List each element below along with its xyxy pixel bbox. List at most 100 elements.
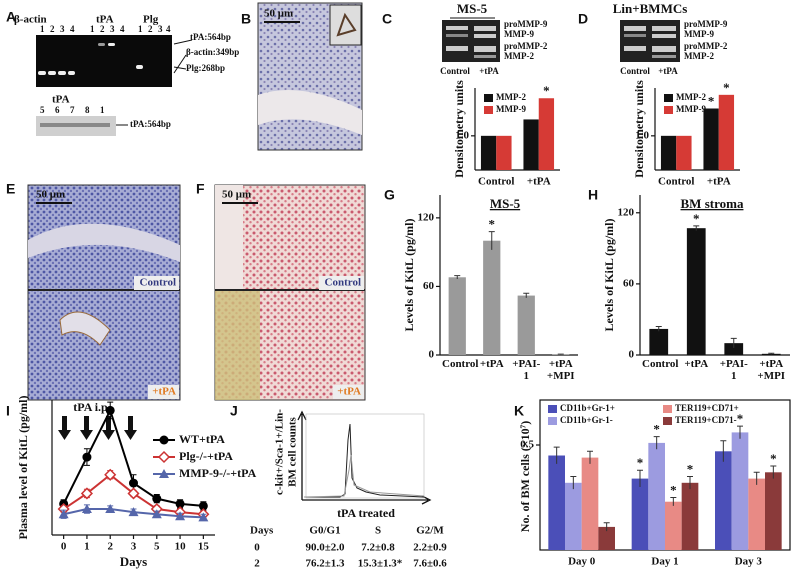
band-label: tPA:564bp — [130, 119, 171, 129]
gel-title: Lin+BMMCs — [613, 1, 688, 16]
error-bar — [655, 326, 662, 332]
bar — [665, 501, 682, 550]
label-box — [333, 385, 364, 399]
legend-swatch — [548, 405, 557, 413]
x-tick-label: Control — [642, 358, 679, 370]
y-axis-label: No. of BM cells (×10⁷) — [518, 421, 532, 532]
panel-label: J — [230, 403, 238, 419]
x-tick-label: 3 — [131, 541, 137, 553]
marker — [127, 487, 140, 500]
legend-label: WT+tPA — [179, 432, 225, 446]
y-axis-label: Plasma level of KitL (pg/ml) — [16, 396, 30, 540]
gel-label: MMP-2 — [684, 51, 714, 61]
bar — [598, 526, 615, 550]
marker — [157, 450, 171, 464]
marker — [105, 405, 115, 415]
lane: 2 — [148, 24, 153, 34]
gel-label: proMMP-2 — [684, 41, 728, 51]
error-bar — [753, 471, 760, 485]
band-label: β-actin:349bp — [186, 47, 239, 57]
bar — [676, 135, 692, 170]
label-box — [134, 276, 179, 290]
panel-label: K — [514, 403, 524, 419]
legend-swatch — [664, 106, 673, 114]
x-tick-label: +tPA +MPI — [757, 358, 786, 382]
x-tick-label-box: +tPA — [480, 358, 504, 370]
y-tick-label: 1.0 — [455, 129, 469, 141]
legend-label: MMP-2 — [496, 92, 526, 102]
gel-label: proMMP-9 — [684, 19, 728, 29]
error-bar — [488, 231, 495, 250]
condition-label: Control — [140, 277, 176, 289]
lane: 4 — [120, 24, 125, 34]
legend-swatch — [548, 417, 557, 425]
plot-frame — [305, 413, 425, 499]
y-tick-label: 1.0 — [635, 129, 649, 141]
panel-label: B — [241, 11, 251, 27]
table-header: Days — [250, 525, 274, 537]
marker — [80, 487, 93, 500]
y-tick-label: 120 — [618, 206, 635, 218]
error-bar — [770, 465, 777, 479]
marker — [128, 507, 139, 517]
gel-band — [40, 123, 110, 127]
scale-label: 50 μm — [222, 189, 251, 201]
vessel — [336, 12, 357, 37]
legend-label: TER119+CD71- — [675, 415, 737, 425]
error-bar — [730, 337, 737, 348]
inset — [329, 4, 362, 46]
bar — [480, 135, 497, 170]
y-tick-label: 60 — [423, 280, 435, 292]
x-tick-label: +tPA — [684, 358, 709, 370]
bar — [649, 328, 669, 355]
bone — [215, 290, 260, 400]
significance-mark: * — [723, 80, 730, 95]
significance-mark: * — [489, 217, 496, 232]
marker — [104, 468, 117, 481]
y-axis-label: Densitometry units — [452, 80, 466, 178]
error-bar — [670, 497, 677, 506]
bar — [631, 478, 649, 550]
marker — [81, 504, 92, 514]
panel-label: A — [6, 9, 16, 25]
marker — [129, 478, 138, 488]
table-header: G2/M — [416, 525, 444, 537]
error-bar — [687, 476, 693, 490]
bar — [731, 432, 749, 550]
y-axis-label: Levels of KitL (pg/ml) — [602, 219, 616, 332]
scale-label: 50 μm — [264, 8, 293, 20]
marker — [152, 494, 162, 504]
x-tick-label: 15 — [198, 541, 210, 553]
error-bar — [603, 522, 610, 532]
lane: 3 — [110, 24, 115, 34]
lane: 2 — [100, 24, 105, 34]
y-tick-label: 0 — [429, 349, 435, 361]
marker — [58, 509, 69, 519]
error-bar — [570, 476, 577, 490]
error-bar — [454, 275, 461, 279]
panel-label: C — [382, 11, 392, 27]
panel-label: F — [196, 181, 205, 197]
x-axis-label: Days — [120, 554, 147, 569]
table-cell: 76.2±1.3 — [305, 558, 345, 570]
lane: 4 — [166, 24, 171, 34]
y-tick-label: 0 — [629, 349, 635, 361]
injection-arrows — [58, 416, 137, 440]
legend-label: MMP-2 — [676, 92, 706, 102]
lane: 1 — [90, 24, 95, 34]
gel-label: MMP-9 — [504, 29, 534, 39]
x-tick-label: +PAI-1 — [719, 358, 748, 382]
bone — [258, 90, 362, 135]
bar — [496, 135, 512, 170]
legend-label: MMP-9-/-+tPA — [179, 466, 257, 480]
marker — [198, 512, 209, 522]
x-tick-label: Control — [478, 176, 514, 188]
bone — [28, 223, 180, 262]
lane: 3 — [158, 24, 163, 34]
gel — [36, 35, 172, 87]
bar — [724, 343, 744, 355]
table-header: G0/G1 — [309, 525, 340, 537]
bar — [715, 451, 732, 550]
bar — [703, 108, 719, 170]
